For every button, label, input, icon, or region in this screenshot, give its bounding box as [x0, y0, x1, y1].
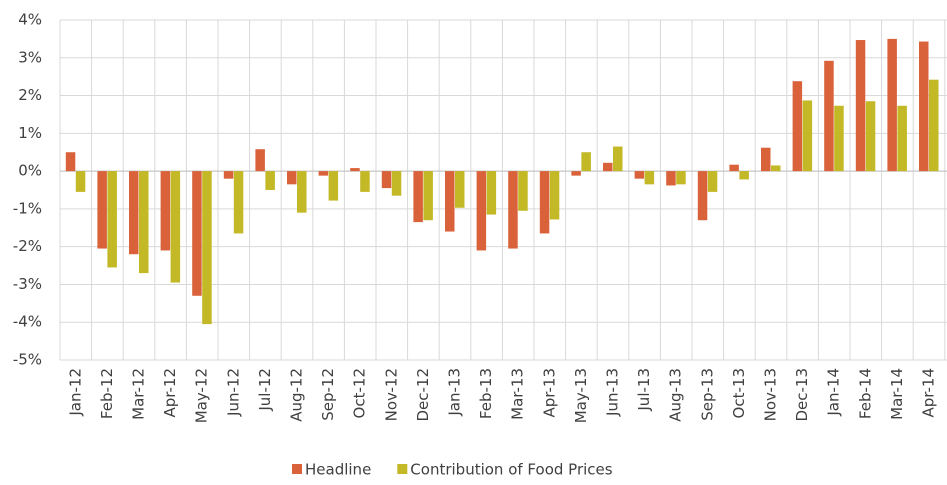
- bar: [255, 149, 265, 172]
- bar: [139, 171, 149, 274]
- x-tick-label: Jan-12: [66, 368, 84, 417]
- x-tick-label: Nov-12: [382, 368, 400, 421]
- bar: [97, 171, 107, 249]
- bar: [919, 41, 929, 172]
- y-tick-label: 0%: [18, 162, 42, 180]
- y-tick-label: -5%: [13, 351, 42, 369]
- x-tick-label: May-13: [572, 368, 590, 423]
- x-tick-label: Apr-14: [920, 368, 938, 418]
- x-tick-label: Sep-13: [698, 368, 716, 421]
- bar: [455, 171, 465, 208]
- y-tick-label: 2%: [18, 86, 42, 104]
- bar: [486, 171, 497, 215]
- bar: [423, 171, 433, 221]
- bar: [581, 152, 591, 172]
- bar: [287, 171, 297, 185]
- x-tick-label: Feb-12: [98, 368, 116, 419]
- x-tick-label: Aug-12: [288, 368, 306, 422]
- bar: [233, 171, 244, 234]
- bar: [518, 171, 528, 211]
- x-tick-label: Dec-12: [414, 368, 432, 422]
- y-tick-label: -3%: [13, 275, 42, 293]
- bar: [824, 60, 834, 172]
- bar: [297, 171, 307, 213]
- y-tick-label: 3%: [18, 48, 42, 66]
- bar: [549, 171, 560, 220]
- bar: [603, 162, 613, 172]
- bar: [666, 171, 676, 186]
- bar: [476, 171, 487, 251]
- x-tick-label: Jun-13: [604, 368, 622, 417]
- bar: [328, 171, 339, 201]
- x-tick-label: Mar-14: [888, 368, 906, 420]
- bar: [508, 171, 518, 249]
- y-tick-label: -4%: [13, 313, 42, 331]
- bar: [865, 101, 876, 172]
- x-tick-label: Apr-13: [540, 368, 558, 418]
- bar: [802, 100, 813, 172]
- bar: [445, 171, 455, 232]
- bar: [634, 171, 645, 179]
- legend-label: Contribution of Food Prices: [410, 461, 612, 479]
- bar: [75, 171, 86, 192]
- x-tick-label: Mar-13: [509, 368, 527, 420]
- bar: [887, 38, 897, 172]
- bar: [834, 105, 844, 172]
- x-tick-label: Nov-13: [762, 368, 780, 421]
- y-tick-label: 1%: [18, 124, 42, 142]
- y-tick-label: -2%: [13, 237, 42, 255]
- bar: [676, 171, 686, 185]
- bar: [202, 171, 212, 325]
- x-tick-label: May-12: [193, 368, 211, 423]
- x-tick-label: Jul-13: [635, 368, 653, 412]
- bar: [539, 171, 550, 234]
- legend-swatch: [292, 464, 302, 474]
- bar: [761, 147, 771, 172]
- bar: [613, 146, 623, 172]
- bar: [739, 171, 749, 180]
- bar: [381, 171, 392, 189]
- x-tick-label: Sep-12: [319, 368, 337, 421]
- bar: [929, 79, 939, 172]
- x-tick-label: Jan-14: [825, 368, 843, 417]
- x-tick-label: Oct-13: [730, 368, 748, 418]
- bar: [170, 171, 181, 283]
- bar: [897, 105, 907, 172]
- x-tick-label: Apr-12: [161, 368, 179, 418]
- bar: [129, 171, 139, 255]
- x-tick-label: Feb-13: [477, 368, 495, 419]
- bar: [413, 171, 423, 223]
- x-tick-label: Dec-13: [793, 368, 811, 422]
- x-tick-label: Aug-13: [667, 368, 685, 422]
- bar: [318, 171, 329, 176]
- y-tick-label: -1%: [13, 199, 42, 217]
- bar: [223, 171, 234, 179]
- bar: [729, 164, 739, 172]
- legend-label: Headline: [305, 461, 371, 479]
- x-tick-label: Feb-14: [856, 368, 874, 419]
- x-tick-label: Oct-12: [351, 368, 369, 418]
- bar: [571, 171, 581, 176]
- legend-swatch: [397, 464, 408, 474]
- bar: [265, 171, 275, 190]
- bar: [107, 171, 117, 268]
- bar: [707, 171, 718, 192]
- x-tick-label: Jan-13: [446, 368, 464, 417]
- x-tick-label: Mar-12: [130, 368, 148, 420]
- x-tick-label: Jun-12: [224, 368, 242, 417]
- bar: [360, 171, 370, 192]
- bar: [644, 171, 655, 185]
- bar: [771, 165, 781, 172]
- x-tick-label: Jul-12: [256, 368, 274, 412]
- bar: [192, 171, 202, 296]
- bar: [391, 171, 402, 196]
- bar: [65, 152, 76, 172]
- bar: [160, 171, 171, 251]
- bar: [792, 81, 803, 172]
- bar: [855, 40, 866, 172]
- y-tick-label: 4%: [18, 11, 42, 29]
- bar: [350, 168, 360, 172]
- bar: [697, 171, 708, 221]
